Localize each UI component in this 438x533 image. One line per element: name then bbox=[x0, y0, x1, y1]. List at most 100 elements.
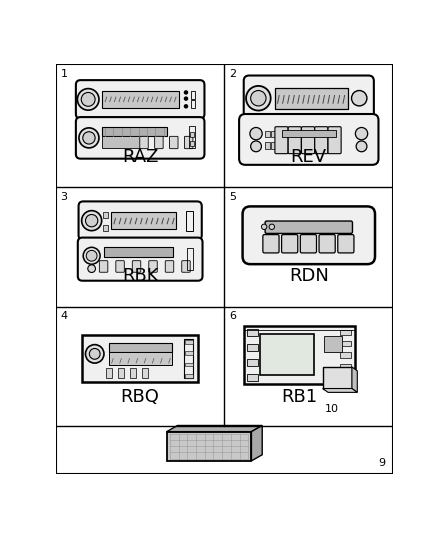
FancyBboxPatch shape bbox=[170, 136, 178, 149]
Text: 1: 1 bbox=[60, 69, 67, 78]
Bar bbox=[247, 359, 258, 366]
Polygon shape bbox=[323, 389, 357, 392]
Bar bbox=[130, 368, 136, 378]
Circle shape bbox=[184, 97, 187, 100]
Circle shape bbox=[355, 127, 367, 140]
FancyBboxPatch shape bbox=[165, 261, 174, 272]
Polygon shape bbox=[167, 425, 262, 432]
Bar bbox=[187, 248, 193, 270]
Text: 6: 6 bbox=[229, 311, 236, 321]
Bar bbox=[189, 126, 195, 148]
Bar bbox=[340, 329, 351, 335]
Text: 4: 4 bbox=[60, 311, 67, 321]
Bar bbox=[247, 344, 258, 351]
Text: 3: 3 bbox=[60, 192, 67, 202]
FancyBboxPatch shape bbox=[132, 261, 141, 272]
Bar bbox=[102, 127, 167, 136]
Bar bbox=[247, 374, 258, 381]
FancyBboxPatch shape bbox=[155, 136, 163, 149]
Text: RBK: RBK bbox=[122, 267, 159, 285]
Circle shape bbox=[184, 105, 187, 108]
Bar bbox=[275, 88, 348, 109]
Bar bbox=[247, 329, 258, 336]
Circle shape bbox=[261, 224, 267, 230]
Circle shape bbox=[251, 91, 266, 106]
FancyBboxPatch shape bbox=[288, 127, 301, 154]
Bar bbox=[118, 368, 124, 378]
Text: RBQ: RBQ bbox=[121, 388, 159, 406]
Circle shape bbox=[78, 88, 99, 110]
Bar bbox=[191, 91, 195, 99]
FancyBboxPatch shape bbox=[263, 235, 279, 253]
Circle shape bbox=[81, 211, 102, 231]
FancyBboxPatch shape bbox=[315, 127, 328, 154]
FancyBboxPatch shape bbox=[76, 117, 205, 159]
Circle shape bbox=[250, 127, 262, 140]
Bar bbox=[109, 343, 172, 352]
FancyBboxPatch shape bbox=[319, 235, 335, 253]
Circle shape bbox=[246, 86, 271, 110]
Circle shape bbox=[86, 251, 97, 261]
Circle shape bbox=[269, 224, 275, 230]
FancyBboxPatch shape bbox=[275, 127, 288, 154]
Bar bbox=[109, 352, 172, 366]
FancyBboxPatch shape bbox=[244, 76, 374, 121]
Text: REV: REV bbox=[291, 148, 327, 166]
Circle shape bbox=[85, 214, 98, 227]
Circle shape bbox=[79, 128, 99, 148]
Bar bbox=[185, 340, 193, 344]
FancyBboxPatch shape bbox=[282, 235, 298, 253]
FancyBboxPatch shape bbox=[149, 261, 157, 272]
Circle shape bbox=[83, 132, 95, 144]
Text: RB1: RB1 bbox=[282, 388, 318, 406]
Circle shape bbox=[85, 345, 104, 363]
FancyBboxPatch shape bbox=[243, 206, 375, 264]
FancyBboxPatch shape bbox=[338, 235, 354, 253]
Bar bbox=[185, 362, 193, 367]
Text: RDN: RDN bbox=[289, 267, 329, 285]
FancyBboxPatch shape bbox=[184, 136, 193, 149]
Circle shape bbox=[89, 349, 100, 359]
Text: 5: 5 bbox=[229, 192, 236, 202]
Bar bbox=[272, 142, 276, 149]
FancyBboxPatch shape bbox=[328, 127, 341, 154]
Text: RAZ: RAZ bbox=[122, 148, 159, 166]
Circle shape bbox=[88, 265, 95, 272]
Bar bbox=[111, 212, 177, 229]
Text: 2: 2 bbox=[229, 69, 236, 78]
Circle shape bbox=[83, 247, 100, 264]
FancyBboxPatch shape bbox=[78, 238, 202, 281]
Bar bbox=[185, 351, 193, 355]
Bar bbox=[186, 211, 193, 231]
Bar bbox=[184, 339, 193, 378]
Bar bbox=[282, 130, 336, 138]
FancyBboxPatch shape bbox=[239, 114, 378, 165]
Circle shape bbox=[81, 92, 95, 106]
Bar bbox=[102, 135, 141, 148]
Bar bbox=[323, 367, 352, 389]
Bar bbox=[142, 368, 148, 378]
FancyBboxPatch shape bbox=[140, 136, 148, 149]
Bar bbox=[190, 141, 194, 147]
Bar bbox=[191, 100, 195, 108]
Bar bbox=[106, 368, 113, 378]
Text: 9: 9 bbox=[378, 458, 385, 468]
Bar bbox=[340, 364, 351, 369]
FancyBboxPatch shape bbox=[265, 221, 353, 233]
FancyBboxPatch shape bbox=[78, 201, 202, 240]
Bar bbox=[324, 336, 342, 352]
Bar bbox=[244, 326, 355, 384]
Polygon shape bbox=[251, 425, 262, 461]
Circle shape bbox=[251, 141, 261, 152]
Circle shape bbox=[184, 91, 187, 94]
FancyBboxPatch shape bbox=[116, 261, 124, 272]
FancyBboxPatch shape bbox=[76, 80, 205, 119]
FancyBboxPatch shape bbox=[99, 261, 108, 272]
Bar bbox=[340, 375, 351, 381]
Bar bbox=[103, 212, 108, 219]
FancyBboxPatch shape bbox=[301, 127, 314, 154]
FancyBboxPatch shape bbox=[300, 235, 317, 253]
Bar bbox=[103, 224, 108, 231]
Bar bbox=[82, 335, 198, 382]
FancyBboxPatch shape bbox=[182, 261, 190, 272]
